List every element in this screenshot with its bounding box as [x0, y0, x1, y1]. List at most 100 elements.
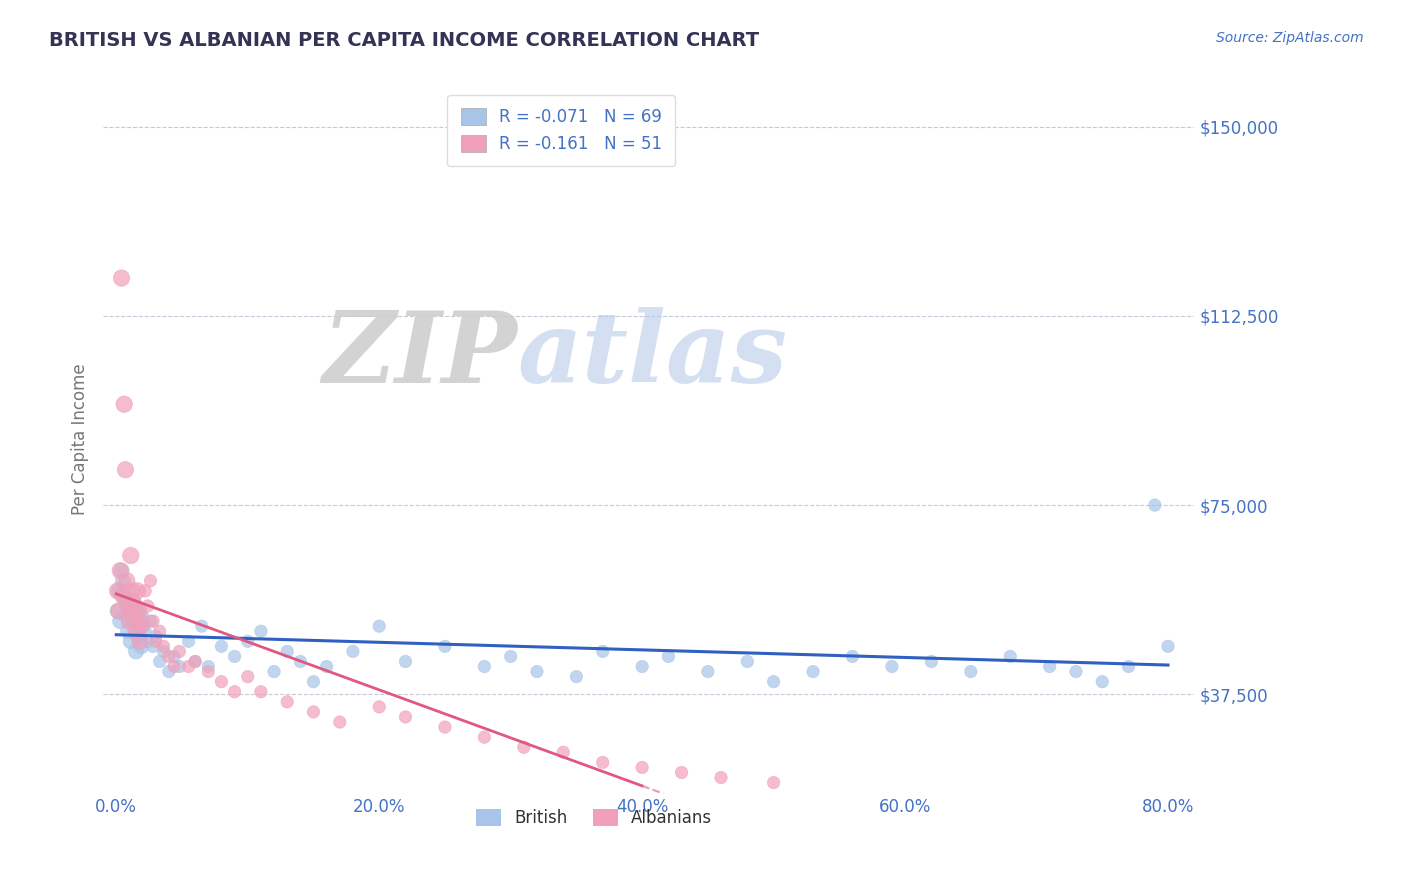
Point — [236, 634, 259, 648]
Legend: British, Albanians: British, Albanians — [470, 802, 718, 834]
Point — [125, 624, 148, 639]
Point — [474, 730, 496, 744]
Point — [263, 665, 285, 679]
Point — [129, 619, 152, 633]
Point — [129, 640, 152, 654]
Point — [224, 649, 246, 664]
Point — [145, 634, 167, 648]
Point — [880, 659, 903, 673]
Point — [211, 640, 233, 654]
Point — [302, 674, 325, 689]
Point — [1157, 640, 1180, 654]
Text: BRITISH VS ALBANIAN PER CAPITA INCOME CORRELATION CHART: BRITISH VS ALBANIAN PER CAPITA INCOME CO… — [49, 31, 759, 50]
Point — [157, 649, 180, 664]
Point — [110, 614, 132, 628]
Point — [342, 644, 364, 658]
Point — [131, 609, 153, 624]
Point — [122, 594, 145, 608]
Point — [631, 659, 654, 673]
Point — [169, 659, 191, 673]
Point — [108, 583, 131, 598]
Point — [112, 589, 135, 603]
Point — [163, 649, 186, 664]
Point — [671, 765, 693, 780]
Point — [127, 583, 149, 598]
Point — [114, 594, 136, 608]
Point — [121, 614, 143, 628]
Point — [302, 705, 325, 719]
Point — [128, 629, 150, 643]
Point — [107, 604, 129, 618]
Point — [142, 614, 165, 628]
Point — [157, 665, 180, 679]
Point — [139, 574, 162, 588]
Point — [762, 775, 785, 789]
Point — [107, 583, 129, 598]
Point — [118, 599, 141, 613]
Point — [184, 655, 207, 669]
Point — [368, 619, 391, 633]
Point — [394, 655, 416, 669]
Point — [117, 624, 139, 639]
Point — [127, 604, 149, 618]
Point — [149, 624, 172, 639]
Point — [394, 710, 416, 724]
Point — [111, 574, 134, 588]
Point — [108, 604, 131, 618]
Point — [120, 634, 142, 648]
Point — [657, 649, 679, 664]
Point — [236, 670, 259, 684]
Text: Source: ZipAtlas.com: Source: ZipAtlas.com — [1216, 31, 1364, 45]
Point — [129, 619, 152, 633]
Point — [1091, 674, 1114, 689]
Point — [131, 614, 153, 628]
Point — [117, 599, 139, 613]
Point — [124, 599, 146, 613]
Point — [315, 659, 337, 673]
Point — [152, 640, 174, 654]
Point — [329, 714, 352, 729]
Point — [710, 771, 733, 785]
Point — [841, 649, 863, 664]
Point — [112, 397, 135, 411]
Point — [139, 614, 162, 628]
Point — [190, 619, 212, 633]
Point — [122, 609, 145, 624]
Point — [474, 659, 496, 673]
Point — [115, 574, 138, 588]
Point — [128, 604, 150, 618]
Point — [565, 670, 588, 684]
Point — [920, 655, 942, 669]
Point — [276, 644, 298, 658]
Point — [762, 674, 785, 689]
Point — [737, 655, 759, 669]
Point — [134, 583, 156, 598]
Point — [142, 640, 165, 654]
Point — [1118, 659, 1140, 673]
Point — [553, 745, 575, 759]
Point — [197, 659, 219, 673]
Point — [125, 644, 148, 658]
Point — [177, 634, 200, 648]
Point — [169, 644, 191, 658]
Point — [224, 685, 246, 699]
Point — [526, 665, 548, 679]
Point — [124, 619, 146, 633]
Point — [163, 659, 186, 673]
Y-axis label: Per Capita Income: Per Capita Income — [72, 364, 89, 516]
Point — [250, 685, 273, 699]
Point — [121, 583, 143, 598]
Point — [276, 695, 298, 709]
Point — [115, 609, 138, 624]
Point — [250, 624, 273, 639]
Point — [592, 644, 614, 658]
Point — [433, 720, 456, 734]
Point — [129, 634, 152, 648]
Point — [211, 674, 233, 689]
Text: ZIP: ZIP — [323, 307, 517, 403]
Point — [110, 271, 132, 285]
Point — [801, 665, 824, 679]
Point — [1143, 498, 1166, 512]
Text: atlas: atlas — [517, 307, 787, 403]
Point — [1000, 649, 1022, 664]
